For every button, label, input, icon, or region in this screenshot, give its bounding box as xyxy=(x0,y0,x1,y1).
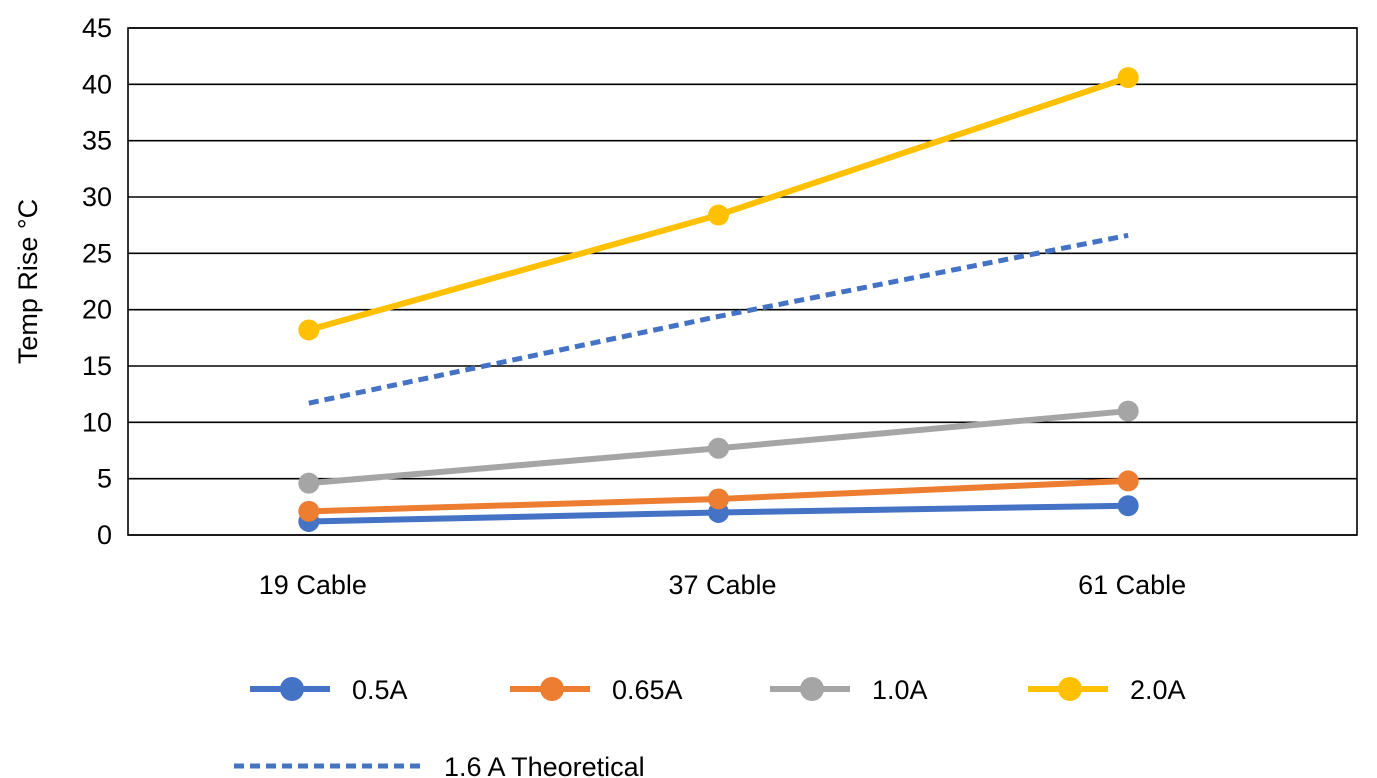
data-point xyxy=(298,319,320,341)
series-line xyxy=(305,74,1132,333)
legend-item: 0.65A xyxy=(510,675,683,705)
x-tick-label: 19 Cable xyxy=(259,570,367,600)
data-point xyxy=(1117,470,1139,492)
legend-item: 1.0A xyxy=(770,675,928,705)
legend-item: 1.6 A Theoretical xyxy=(234,752,645,778)
x-tick-label: 61 Cable xyxy=(1078,570,1186,600)
gridlines xyxy=(128,27,1357,536)
plot-border xyxy=(127,27,1358,536)
x-axis-tick-labels: 19 Cable 37 Cable 61 Cable xyxy=(259,570,1186,600)
legend-marker xyxy=(1058,677,1082,701)
series-1-6-A-Theoretical xyxy=(308,232,1129,406)
y-tick-label: 10 xyxy=(82,407,112,437)
series-layer xyxy=(298,67,1139,532)
y-tick-label: 15 xyxy=(82,351,112,381)
data-point xyxy=(1117,400,1139,422)
series-0-65A xyxy=(298,470,1139,522)
data-point xyxy=(1117,67,1139,89)
legend-label: 0.65A xyxy=(612,675,683,705)
legend-marker xyxy=(540,677,564,701)
series-2-0A xyxy=(298,67,1139,341)
y-tick-label: 35 xyxy=(82,126,112,156)
y-tick-label: 0 xyxy=(97,520,112,550)
x-tick-label: 37 Cable xyxy=(668,570,776,600)
y-tick-label: 45 xyxy=(82,13,112,43)
legend-item: 2.0A xyxy=(1028,675,1186,705)
legend-label: 1.6 A Theoretical xyxy=(444,752,645,778)
data-point xyxy=(708,488,729,510)
plot-area xyxy=(127,27,1358,536)
y-tick-label: 5 xyxy=(97,464,112,494)
y-tick-label: 40 xyxy=(82,69,112,99)
legend-label: 1.0A xyxy=(872,675,928,705)
legend-marker xyxy=(800,677,824,701)
series-line xyxy=(308,232,1129,406)
y-tick-label: 20 xyxy=(82,295,112,325)
y-tick-label: 30 xyxy=(82,182,112,212)
y-axis-tick-labels: 0 5 10 15 20 25 30 35 40 45 xyxy=(82,13,112,550)
data-point xyxy=(708,437,729,459)
legend-item: 0.5A xyxy=(250,675,408,705)
legend-label: 0.5A xyxy=(352,675,408,705)
y-tick-label: 25 xyxy=(82,238,112,268)
series-1-0A xyxy=(298,400,1139,494)
data-point xyxy=(298,472,320,494)
legend: 0.5A 0.65A 1.0A 2.0A 1.6 A Theoretical xyxy=(234,675,1186,778)
legend-marker xyxy=(280,677,304,701)
legend-label: 2.0A xyxy=(1130,675,1186,705)
y-axis-label: Temp Rise °C xyxy=(13,199,43,364)
data-point xyxy=(1117,495,1139,517)
data-point xyxy=(298,500,320,522)
data-point xyxy=(708,204,729,226)
